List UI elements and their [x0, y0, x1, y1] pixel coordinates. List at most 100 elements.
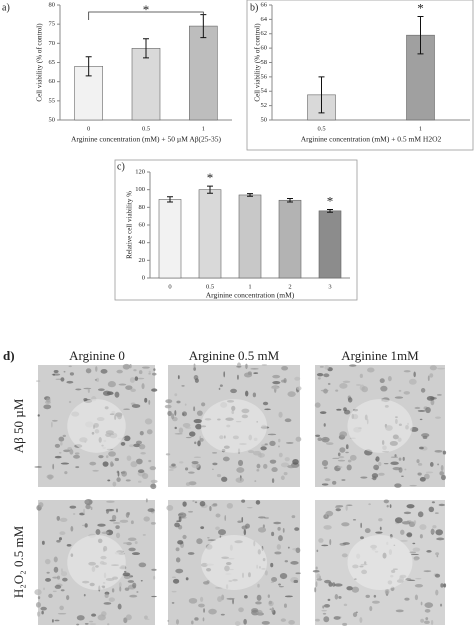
cell-speck [106, 500, 115, 503]
cell-speck [414, 406, 421, 409]
cell-speck [53, 369, 59, 374]
cell-speck [368, 503, 371, 506]
cell-speck [234, 621, 241, 626]
cell-speck [379, 526, 382, 531]
cell-speck [58, 436, 65, 442]
cell-speck [120, 441, 126, 446]
cell-speck [54, 619, 60, 622]
cell-speck [182, 422, 191, 428]
cell-speck [38, 502, 44, 508]
cell-speck [365, 594, 370, 598]
cell-speck [425, 617, 429, 621]
cell-speck [434, 449, 443, 453]
cell-speck [52, 419, 58, 422]
cell-speck [223, 371, 226, 378]
error-bar [318, 76, 325, 114]
cell-speck [165, 453, 171, 456]
cell-speck [37, 611, 41, 617]
cell-speck [440, 474, 446, 481]
cell-speck [413, 520, 417, 525]
cell-speck [278, 585, 284, 588]
cell-speck [123, 571, 127, 573]
cell-speck [264, 570, 268, 576]
cell-speck [272, 381, 281, 385]
cell-speck [342, 542, 350, 545]
cell-speck [332, 582, 336, 587]
cell-speck [144, 397, 148, 403]
cell-speck [342, 622, 348, 626]
cell-speck [315, 581, 318, 588]
cell-speck [178, 516, 182, 523]
cell-speck [238, 607, 244, 613]
cell-speck [175, 547, 180, 552]
cell-speck [84, 523, 88, 528]
cell-speck [372, 475, 377, 481]
cell-speck [69, 372, 75, 376]
cell-speck [243, 618, 247, 625]
cell-speck [440, 465, 444, 472]
cell-speck [192, 500, 195, 502]
cell-speck [429, 373, 434, 378]
cell-speck [273, 521, 282, 525]
cell-speck [394, 396, 404, 399]
cell-speck [188, 597, 198, 604]
y-tick-label: 75 [49, 21, 56, 28]
cell-speck [143, 516, 150, 522]
cell-speck [191, 620, 194, 625]
cell-speck [316, 373, 324, 377]
cell-speck [209, 506, 212, 512]
cell-speck [296, 386, 302, 391]
cell-speck [138, 370, 143, 375]
cell-speck [398, 457, 402, 461]
cell-speck [317, 437, 322, 441]
cell-speck [267, 594, 270, 598]
cell-speck [332, 480, 337, 485]
cell-speck [288, 620, 295, 625]
cell-speck [414, 594, 419, 601]
cell-speck [142, 534, 146, 536]
cell-speck [360, 522, 363, 528]
cell-speck [321, 544, 329, 547]
cell-speck [107, 479, 111, 482]
cell-speck [43, 587, 46, 591]
cell-speck [164, 404, 172, 409]
cell-speck [146, 429, 153, 435]
cell-speck [203, 608, 205, 613]
cell-speck [312, 570, 320, 573]
cell-speck [243, 529, 247, 536]
y-tick-label: 100 [135, 186, 145, 193]
cell-speck [174, 522, 180, 528]
cell-speck [201, 402, 206, 407]
cell-speck [416, 459, 420, 464]
cell-speck [258, 516, 266, 519]
cell-speck [46, 397, 51, 403]
bright-center [67, 399, 126, 453]
cell-speck [194, 378, 199, 383]
cell-speck [127, 537, 137, 541]
cell-speck [245, 363, 248, 370]
cell-speck [139, 431, 144, 436]
cell-speck [419, 418, 423, 421]
cell-speck [188, 471, 195, 474]
x-axis-label: Arginine concentration (mM) + 50 µM Aβ(2… [71, 135, 222, 144]
cell-speck [60, 462, 70, 465]
cell-speck [57, 613, 67, 615]
cell-speck [189, 431, 196, 437]
cell-speck [114, 457, 120, 462]
cell-speck [165, 399, 173, 404]
cell-speck [95, 366, 98, 372]
cell-speck [264, 443, 268, 445]
cell-speck [321, 609, 328, 612]
cell-speck [291, 515, 296, 519]
cell-speck [34, 589, 42, 596]
cell-speck [268, 600, 272, 605]
bar [158, 199, 182, 279]
y-tick-label: 80 [139, 204, 146, 211]
cell-speck [81, 524, 85, 527]
cell-speck [112, 481, 117, 487]
cell-speck [237, 520, 242, 524]
cell-speck [63, 370, 66, 373]
cell-speck [387, 375, 392, 382]
cell-speck [75, 466, 80, 469]
cell-speck [284, 560, 288, 563]
